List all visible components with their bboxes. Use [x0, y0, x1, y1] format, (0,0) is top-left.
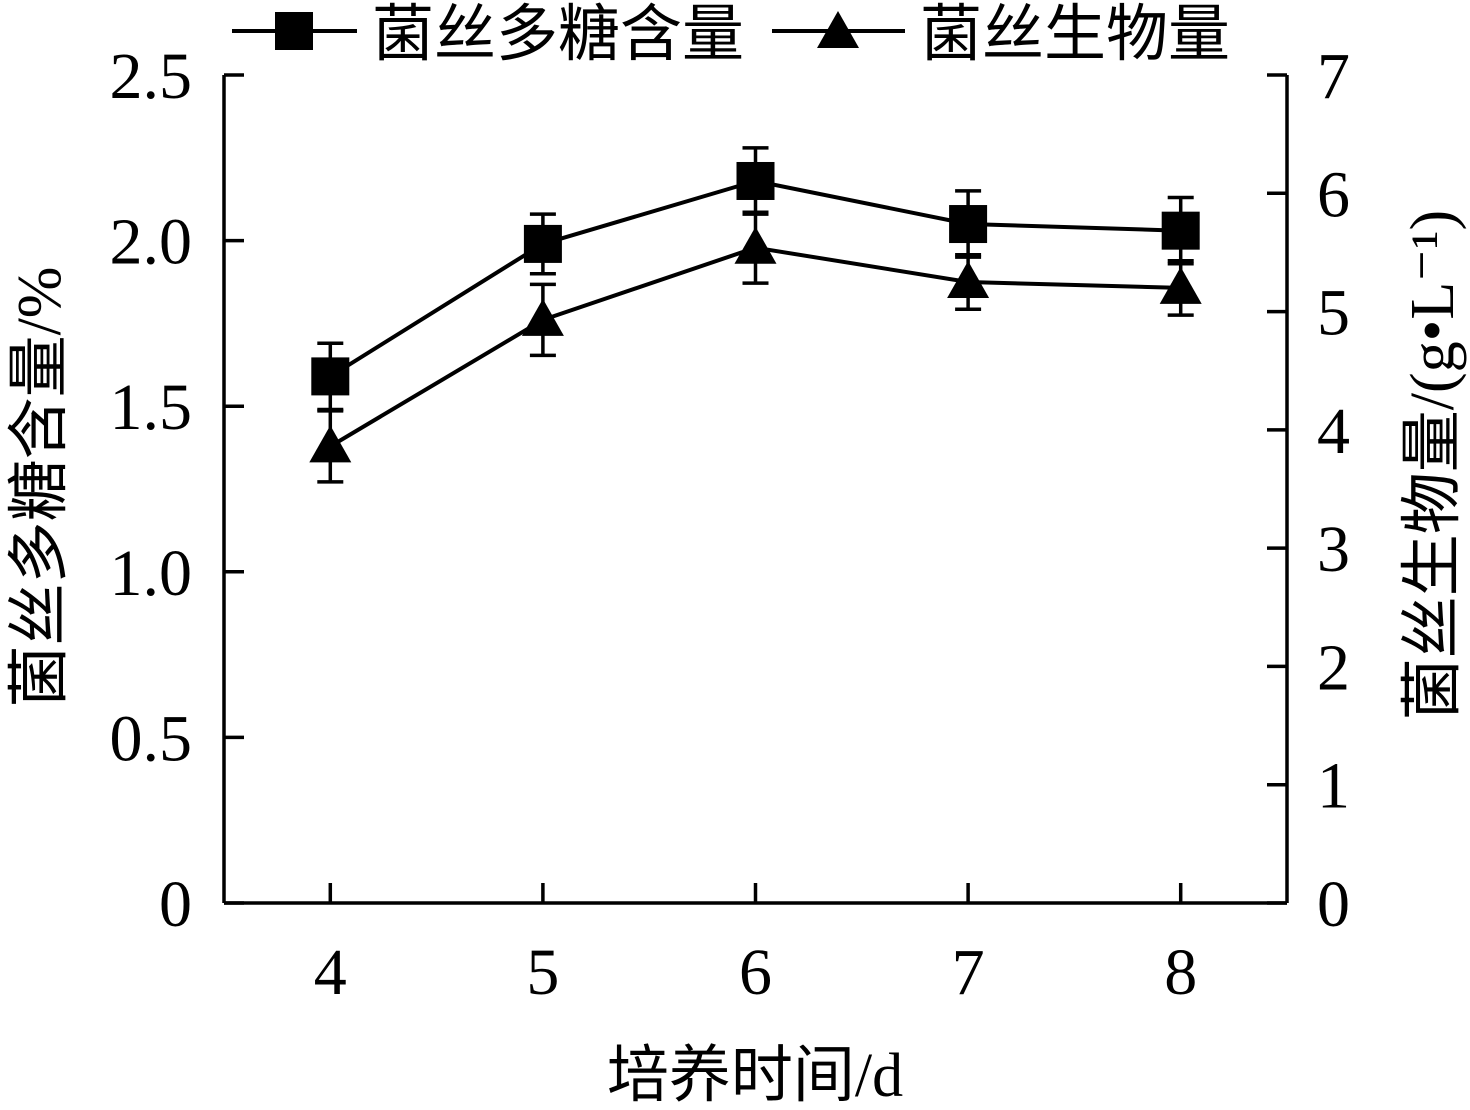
- legend-label-2: 菌丝生物量: [920, 1, 1230, 69]
- legend-marker-square: [275, 12, 313, 50]
- series-1-point: [311, 357, 350, 396]
- legend-marker-triangle: [817, 11, 859, 48]
- y-left-tick-label: 2.0: [110, 206, 193, 279]
- series-1-point: [523, 224, 562, 263]
- y-right-tick-label: 5: [1317, 277, 1350, 350]
- series-1: [311, 146, 1200, 412]
- axes: 4 5 6 7 8 0 0.5 1.0 1.5 2.0 2.5 0 1 2 3 4 5 6 7: [110, 40, 1351, 1009]
- x-tick-label: 5: [526, 936, 559, 1009]
- y-right-tick-label: 3: [1317, 513, 1350, 586]
- series-2-point: [734, 226, 777, 264]
- y-right-tick-label: 4: [1317, 395, 1350, 468]
- y-left-tick-label: 0.5: [110, 702, 193, 775]
- series-2-point: [1159, 266, 1202, 304]
- legend-item-1: 菌丝多糖含量: [232, 1, 744, 69]
- y-right-tick-label: 0: [1317, 868, 1350, 941]
- y-axis-right-label: 菌丝生物量/(g•L⁻¹): [1399, 210, 1467, 720]
- x-tick-label: 8: [1164, 936, 1197, 1009]
- y-right-tick-label: 6: [1317, 158, 1350, 231]
- legend-label-1: 菌丝多糖含量: [372, 1, 744, 69]
- series-2-point: [947, 261, 990, 298]
- x-tick-label: 4: [314, 936, 347, 1009]
- y-right-tick-label: 1: [1317, 750, 1350, 823]
- legend-item-2: 菌丝生物量: [772, 1, 1230, 69]
- x-tick-label: 7: [952, 936, 985, 1009]
- y-right-tick-label: 2: [1317, 631, 1350, 704]
- x-axis-label: 培养时间/d: [607, 1042, 903, 1110]
- series-2: [309, 210, 1202, 484]
- y-right-tick-label: 7: [1317, 40, 1350, 113]
- y-left-tick-label: 1.0: [110, 537, 193, 610]
- series-1-point: [949, 205, 988, 244]
- series-1-point: [736, 161, 775, 200]
- series-1-point: [1161, 211, 1200, 250]
- y-left-tick-label: 0: [159, 868, 192, 941]
- x-tick-label: 6: [739, 936, 772, 1009]
- series-2-point: [521, 298, 564, 336]
- legend: 菌丝多糖含量 菌丝生物量: [232, 1, 1230, 69]
- series-2-point: [309, 425, 352, 463]
- y-left-tick-label: 1.5: [110, 371, 193, 444]
- y-axis-left-label: 菌丝多糖含量/%: [6, 267, 74, 708]
- y-left-tick-label: 2.5: [110, 40, 193, 113]
- series-layer: [309, 146, 1202, 484]
